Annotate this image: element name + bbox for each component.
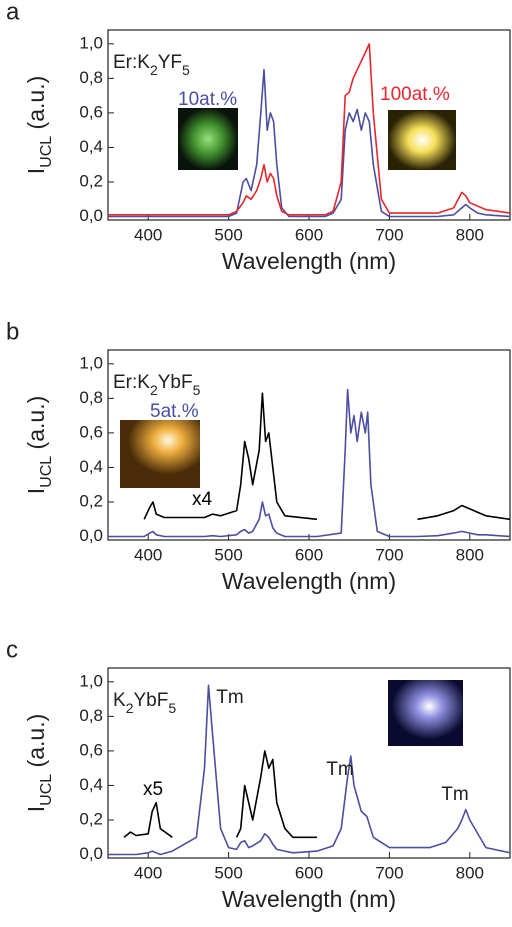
- y-axis-label-part: (a.u.): [23, 396, 49, 456]
- panel-label: b: [6, 318, 19, 345]
- spectrum-line: [143, 392, 511, 521]
- sample-label-part: YbF: [158, 372, 193, 393]
- y-tick-label: 0,2: [79, 491, 103, 510]
- sample-label: Er:K2YF5: [113, 52, 190, 78]
- x-tick-label: 400: [134, 545, 162, 564]
- sample-label-part: 2: [150, 382, 158, 398]
- x-tick-label: 600: [295, 225, 323, 244]
- sample-label-part: 2: [150, 62, 158, 78]
- sample-label-part: YF: [158, 52, 182, 73]
- y-tick-label: 0,6: [79, 740, 103, 759]
- y-tick-label: 0,0: [79, 844, 103, 863]
- y-tick-label: 0,2: [79, 171, 103, 190]
- y-tick-label: 0,4: [79, 457, 103, 476]
- x-tick-label: 400: [134, 863, 162, 882]
- panel-label: c: [6, 636, 18, 663]
- series-label: x4: [192, 489, 213, 510]
- x-tick-label: 800: [456, 545, 484, 564]
- series-label: x5: [143, 779, 163, 800]
- y-tick-label: 1,0: [79, 671, 103, 690]
- spectrum-line: [108, 388, 511, 538]
- x-tick-label: 800: [456, 863, 484, 882]
- x-tick-label: 800: [456, 225, 484, 244]
- x-tick-label: 600: [295, 863, 323, 882]
- y-axis-label-part: (a.u.): [23, 714, 49, 774]
- y-axis-label-part: I: [23, 168, 49, 174]
- sample-label-part: Er:K: [113, 372, 150, 393]
- inset-photo: [388, 110, 456, 170]
- y-tick-label: 0,4: [79, 137, 103, 156]
- x-tick-label: 700: [375, 545, 403, 564]
- y-tick-label: 0,8: [79, 706, 103, 725]
- sample-label-part: 5: [168, 700, 176, 716]
- y-axis-label: IUCL (a.u.): [23, 396, 55, 494]
- inset-photo: [388, 680, 463, 746]
- spectrum-line: [108, 43, 511, 216]
- series-label: 5at.%: [150, 401, 199, 422]
- x-tick-label: 400: [134, 225, 162, 244]
- y-tick-label: 1,0: [79, 33, 103, 52]
- sample-label-part: 5: [182, 62, 190, 78]
- panel-label: a: [6, 0, 20, 25]
- y-axis-label: IUCL (a.u.): [23, 76, 55, 174]
- x-axis-label: Wavelength (nm): [222, 886, 396, 912]
- y-tick-label: 0,0: [79, 526, 103, 545]
- sample-label-part: YbF: [133, 690, 168, 711]
- sample-label-part: K: [113, 690, 126, 711]
- y-tick-label: 0,2: [79, 809, 103, 828]
- y-axis-label: IUCL (a.u.): [23, 714, 55, 812]
- y-tick-label: 0,6: [79, 422, 103, 441]
- x-axis-label: Wavelength (nm): [222, 568, 396, 594]
- y-axis-label-part: (a.u.): [23, 76, 49, 136]
- annotation: Tm: [216, 687, 243, 708]
- y-axis-label-part: I: [23, 806, 49, 812]
- x-tick-label: 500: [214, 863, 242, 882]
- spectrum-line: [108, 68, 511, 218]
- sample-label-part: 2: [126, 700, 134, 716]
- series-label: 10at.%: [178, 89, 237, 110]
- y-tick-label: 1,0: [79, 353, 103, 372]
- y-axis-label-part: UCL: [38, 136, 55, 168]
- y-axis-label-part: UCL: [38, 456, 55, 488]
- x-tick-label: 700: [375, 225, 403, 244]
- y-tick-label: 0,0: [79, 206, 103, 225]
- sample-label: Er:K2YbF5: [113, 372, 201, 398]
- sample-label-part: Er:K: [113, 52, 150, 73]
- spectrum-line: [123, 750, 317, 839]
- y-axis-label-part: UCL: [38, 774, 55, 806]
- x-tick-label: 500: [214, 225, 242, 244]
- y-axis-label-part: I: [23, 488, 49, 494]
- annotation: Tm: [326, 759, 353, 780]
- x-tick-label: 500: [214, 545, 242, 564]
- y-tick-label: 0,4: [79, 775, 103, 794]
- x-tick-label: 700: [375, 863, 403, 882]
- y-tick-label: 0,6: [79, 102, 103, 121]
- y-tick-label: 0,8: [79, 388, 103, 407]
- y-tick-label: 0,8: [79, 68, 103, 87]
- spectrum-line: [108, 684, 511, 856]
- sample-label: K2YbF5: [113, 690, 176, 716]
- x-axis-label: Wavelength (nm): [222, 248, 396, 274]
- inset-photo: [120, 420, 200, 488]
- inset-photo: [178, 108, 238, 170]
- sample-label-part: 5: [193, 382, 201, 398]
- annotation: Tm: [441, 784, 468, 805]
- series-label: 100at.%: [380, 84, 450, 105]
- x-tick-label: 600: [295, 545, 323, 564]
